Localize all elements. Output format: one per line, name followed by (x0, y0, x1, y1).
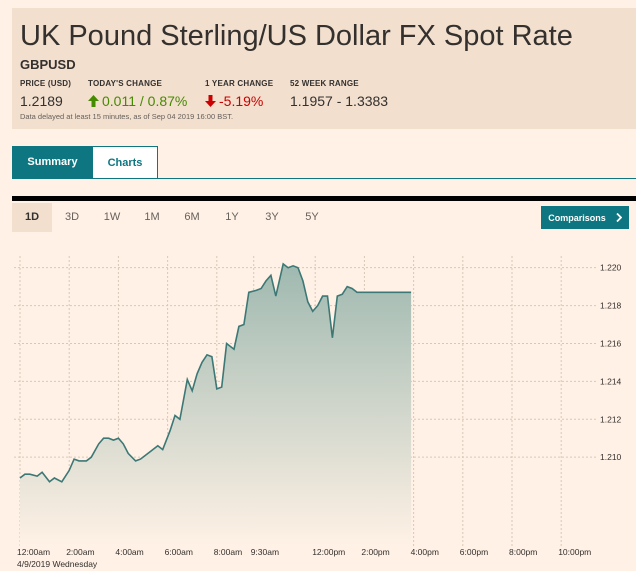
range-3d[interactable]: 3D (64, 211, 80, 223)
quote-header: UK Pound Sterling/US Dollar FX Spot Rate… (12, 8, 636, 129)
comparisons-button[interactable]: Comparisons (541, 206, 629, 229)
range-5y[interactable]: 5Y (305, 211, 319, 223)
tab-summary[interactable]: Summary (12, 146, 93, 179)
chevron-right-icon (616, 213, 622, 222)
x-tick-label: 8:00am (214, 547, 242, 557)
range-1y[interactable]: 1Y (225, 211, 239, 223)
price-area-fill (20, 263, 412, 546)
todays-change-value: 0.011 / 0.87% (102, 93, 188, 109)
x-tick-label: 6:00am (165, 547, 193, 557)
tab-charts[interactable]: Charts (92, 146, 158, 179)
todays-change-label: TODAY'S CHANGE (88, 79, 163, 88)
x-tick-label: 6:00pm (460, 547, 488, 557)
tab-divider (12, 178, 636, 179)
y-tick-label: 1.218 (600, 301, 622, 311)
chart-section-divider (12, 196, 636, 201)
x-tick-label: 12:00pm (312, 547, 345, 557)
range-1m[interactable]: 1M (144, 211, 160, 223)
data-delay-note: Data delayed at least 15 minutes, as of … (20, 112, 234, 121)
week-range-value: 1.1957 - 1.3383 (290, 93, 389, 109)
y-tick-label: 1.216 (600, 338, 622, 348)
range-1w[interactable]: 1W (103, 211, 121, 223)
ticker-symbol: GBPUSD (20, 57, 76, 72)
week-range-stat: 52 WEEK RANGE 1.1957 - 1.3383 (290, 79, 388, 109)
range-1d[interactable]: 1D (12, 203, 52, 232)
x-tick-label: 2:00am (66, 547, 94, 557)
price-stat: PRICE (USD) 1.2189 (20, 79, 71, 109)
year-change-stat: 1 YEAR CHANGE -5.19% (205, 79, 273, 109)
x-tick-label: 10:00pm (558, 547, 591, 557)
y-tick-label: 1.212 (600, 414, 622, 424)
chart-date-label: 4/9/2019 Wednesday (17, 559, 98, 569)
page-title: UK Pound Sterling/US Dollar FX Spot Rate (20, 20, 573, 52)
todays-change-stat: TODAY'S CHANGE 0.011 / 0.87% (88, 79, 187, 109)
price-label: PRICE (USD) (20, 79, 72, 88)
year-change-value: -5.19% (219, 93, 264, 109)
range-6m[interactable]: 6M (184, 211, 200, 223)
comparisons-label: Comparisons (548, 212, 606, 223)
y-tick-label: 1.220 (600, 263, 622, 273)
price-line (19, 262, 412, 483)
arrow-down-icon (205, 95, 216, 107)
price-value: 1.2189 (20, 93, 63, 109)
x-tick-label: 9:30am (251, 547, 279, 557)
y-tick-label: 1.210 (600, 452, 622, 462)
week-range-label: 52 WEEK RANGE (290, 79, 359, 88)
time-range-selector: 1D 3D 1W 1M 6M 1Y 3Y 5Y (12, 203, 332, 232)
x-tick-label: 12:00am (17, 547, 50, 557)
x-tick-label: 2:00pm (361, 547, 389, 557)
year-change-label: 1 YEAR CHANGE (205, 79, 274, 88)
price-chart: 12:00am 2:00am 4:00am 6:00am 8:00am 9:30am 12:… (14, 256, 622, 557)
x-tick-label: 4:00pm (411, 547, 439, 557)
y-tick-label: 1.214 (600, 376, 622, 386)
x-tick-label: 4:00am (115, 547, 143, 557)
range-3y[interactable]: 3Y (265, 211, 279, 223)
x-tick-label: 8:00pm (509, 547, 537, 557)
arrow-up-icon (88, 95, 99, 107)
